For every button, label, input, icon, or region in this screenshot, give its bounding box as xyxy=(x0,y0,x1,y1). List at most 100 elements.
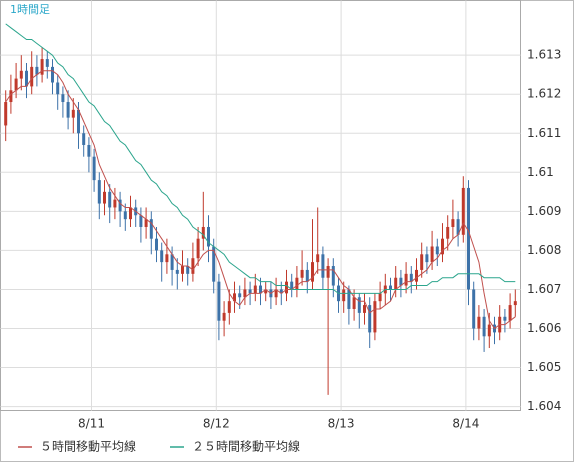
candle-body xyxy=(123,211,127,220)
candle-body xyxy=(186,266,190,274)
candle-body xyxy=(222,312,226,321)
candle-body xyxy=(30,66,34,87)
y-tick-label: 1.613 xyxy=(527,48,561,62)
ma-line xyxy=(5,23,516,294)
candle-body xyxy=(155,238,158,251)
candle-body xyxy=(435,246,439,255)
candle-body xyxy=(35,66,39,75)
candle-body xyxy=(482,316,486,337)
candle-body xyxy=(165,254,169,263)
candle-body xyxy=(264,289,268,294)
candle-body xyxy=(285,281,288,294)
candle-body xyxy=(253,285,257,294)
candle-body xyxy=(97,180,101,204)
candle-body xyxy=(19,70,23,79)
candle-body xyxy=(467,187,470,290)
candle-body xyxy=(508,305,512,321)
chart-title: 1時間足 xyxy=(10,3,50,16)
candle-body xyxy=(487,324,491,337)
x-tick-label: 8/11 xyxy=(78,417,105,431)
candle-body xyxy=(461,187,465,235)
candle-body xyxy=(321,254,325,278)
candle-body xyxy=(144,219,148,227)
candle-body xyxy=(326,266,330,278)
candle-body xyxy=(342,289,346,302)
candle-body xyxy=(378,293,382,302)
candle-body xyxy=(248,289,252,294)
candle-body xyxy=(456,219,460,235)
candle-body xyxy=(368,305,372,333)
candle-body xyxy=(347,289,351,309)
candle-body xyxy=(56,82,60,95)
candle-body xyxy=(389,285,392,290)
candle-body xyxy=(279,289,283,294)
candle-body xyxy=(139,215,143,227)
x-tick-label: 8/13 xyxy=(328,417,355,431)
x-tick-label: 8/12 xyxy=(203,417,230,431)
candle-body xyxy=(108,191,112,208)
candle-body xyxy=(212,246,216,282)
candle-body xyxy=(404,273,408,286)
candle-body xyxy=(409,273,413,282)
candle-body xyxy=(45,59,49,67)
candle-body xyxy=(61,94,65,103)
candle-body xyxy=(311,262,314,282)
candle-body xyxy=(352,297,356,309)
candle-body xyxy=(77,109,80,134)
candle-body xyxy=(441,238,444,255)
y-tick-label: 1.609 xyxy=(527,204,561,218)
candle-body xyxy=(129,207,132,220)
candle-body xyxy=(503,316,507,321)
candle-body xyxy=(415,269,418,282)
candle-body xyxy=(82,133,86,145)
y-tick-label: 1.604 xyxy=(527,399,561,413)
candle-body xyxy=(300,269,304,278)
candle-body xyxy=(430,246,434,263)
candle-body xyxy=(420,254,424,270)
candle-body xyxy=(259,285,262,294)
candle-body xyxy=(4,102,8,126)
candle-body xyxy=(451,219,455,227)
candle-body xyxy=(181,266,184,274)
candle-body xyxy=(295,277,299,290)
candle-body xyxy=(373,301,377,333)
candle-body xyxy=(149,219,153,239)
candle-body xyxy=(243,289,247,298)
candle-body xyxy=(425,254,429,263)
candle-body xyxy=(160,250,164,263)
candle-body xyxy=(196,238,200,259)
y-tick-label: 1.611 xyxy=(527,126,561,140)
candle-body xyxy=(357,297,361,313)
y-tick-label: 1.605 xyxy=(527,360,561,374)
candle-body xyxy=(201,226,205,239)
candle-body xyxy=(207,226,210,247)
y-tick-label: 1.607 xyxy=(527,282,561,296)
candle-body xyxy=(51,66,54,83)
legend-label: ２５時間移動平均線 xyxy=(192,439,300,454)
candle-body xyxy=(175,269,179,274)
candle-body xyxy=(118,199,122,212)
candle-body xyxy=(233,293,236,302)
candle-body xyxy=(305,269,309,282)
y-tick-label: 1.612 xyxy=(527,87,561,101)
y-tick-label: 1.61 xyxy=(527,165,554,179)
candle-body xyxy=(103,191,106,204)
candle-body xyxy=(399,277,403,286)
x-tick-label: 8/14 xyxy=(452,417,479,431)
candle-body xyxy=(290,281,294,290)
ma-line xyxy=(5,70,516,330)
candle-body xyxy=(92,156,96,181)
candle-body xyxy=(113,199,117,208)
candle-body xyxy=(40,59,44,75)
candle-body xyxy=(71,109,75,118)
candle-body xyxy=(227,301,231,313)
candle-body xyxy=(477,316,481,329)
candle-body xyxy=(513,301,517,306)
candle-body xyxy=(472,289,476,329)
candle-body xyxy=(14,78,18,91)
candle-body xyxy=(25,70,28,87)
candle-body xyxy=(87,144,91,157)
candle-body xyxy=(9,90,13,103)
candle-body xyxy=(331,266,335,286)
